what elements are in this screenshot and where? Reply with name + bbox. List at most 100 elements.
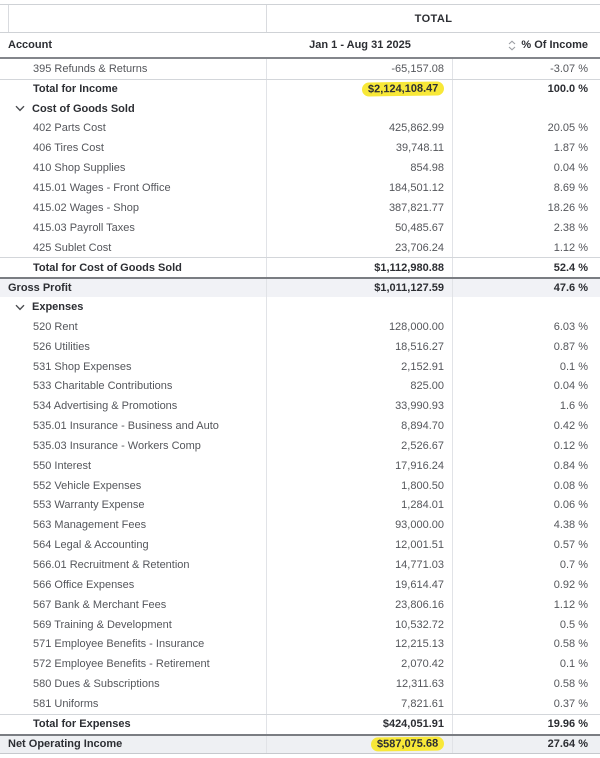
amount-value[interactable]: 2,152.91: [401, 360, 444, 373]
table-row[interactable]: 550 Interest 17,916.24 0.84 %: [0, 455, 600, 476]
table-row[interactable]: 572 Employee Benefits - Retirement 2,070…: [0, 654, 600, 675]
chevron-down-icon[interactable]: [15, 304, 25, 311]
amount-value[interactable]: 2,526.67: [401, 439, 444, 452]
amount-cell[interactable]: 19,614.47: [267, 574, 453, 595]
amount-cell[interactable]: [267, 297, 453, 317]
amount-cell[interactable]: $1,112,980.88: [267, 258, 453, 278]
table-row[interactable]: 406 Tires Cost 39,748.11 1.87 %: [0, 138, 600, 159]
amount-cell[interactable]: 39,748.11: [267, 138, 453, 159]
amount-cell[interactable]: 33,990.93: [267, 396, 453, 417]
amount-cell[interactable]: -65,157.08: [267, 59, 453, 79]
amount-cell[interactable]: 128,000.00: [267, 316, 453, 337]
table-row[interactable]: 410 Shop Supplies 854.98 0.04 %: [0, 158, 600, 179]
amount-value[interactable]: 1,800.50: [401, 479, 444, 492]
table-row[interactable]: 552 Vehicle Expenses 1,800.50 0.08 %: [0, 475, 600, 496]
amount-value[interactable]: 425,862.99: [388, 122, 444, 135]
amount-cell[interactable]: 854.98: [267, 158, 453, 179]
amount-cell[interactable]: 14,771.03: [267, 555, 453, 575]
table-row[interactable]: 425 Sublet Cost 23,706.24 1.12 %: [0, 237, 600, 258]
table-row[interactable]: 531 Shop Expenses 2,152.91 0.1 %: [0, 356, 600, 377]
amount-cell[interactable]: 12,215.13: [267, 634, 453, 655]
amount-cell[interactable]: 184,501.12: [267, 178, 453, 198]
amount-cell[interactable]: 10,532.72: [267, 614, 453, 635]
amount-cell[interactable]: 18,516.27: [267, 336, 453, 357]
table-row[interactable]: 526 Utilities 18,516.27 0.87 %: [0, 336, 600, 357]
amount-value[interactable]: 12,215.13: [395, 638, 444, 651]
chevron-down-icon[interactable]: [15, 105, 25, 112]
amount-value[interactable]: 387,821.77: [388, 201, 444, 214]
amount-value[interactable]: 23,706.24: [395, 241, 444, 254]
table-row[interactable]: 566 Office Expenses 19,614.47 0.92 %: [0, 574, 600, 595]
amount-value[interactable]: 17,916.24: [395, 459, 444, 472]
amount-cell[interactable]: [267, 98, 453, 119]
amount-cell[interactable]: 12,311.63: [267, 674, 453, 694]
amount-cell[interactable]: 93,000.00: [267, 515, 453, 536]
table-row[interactable]: 564 Legal & Accounting 12,001.51 0.57 %: [0, 535, 600, 556]
amount-value[interactable]: 184,501.12: [388, 181, 444, 194]
table-row[interactable]: 571 Employee Benefits - Insurance 12,215…: [0, 634, 600, 655]
amount-value[interactable]: 23,806.16: [395, 598, 444, 611]
amount-value[interactable]: 93,000.00: [395, 519, 444, 532]
amount-value[interactable]: -65,157.08: [391, 62, 444, 75]
amount-cell[interactable]: 12,001.51: [267, 535, 453, 556]
sort-icon[interactable]: [508, 39, 516, 51]
amount-value[interactable]: 1,284.01: [401, 499, 444, 512]
table-row[interactable]: 395 Refunds & Returns -65,157.08 -3.07 %: [0, 59, 600, 79]
amount-cell[interactable]: $2,124,108.47: [267, 79, 453, 99]
table-row[interactable]: 569 Training & Development 10,532.72 0.5…: [0, 614, 600, 635]
amount-cell[interactable]: 2,526.67: [267, 436, 453, 456]
amount-value[interactable]: 10,532.72: [395, 618, 444, 631]
amount-value[interactable]: $424,051.91: [382, 718, 444, 731]
amount-cell[interactable]: 17,916.24: [267, 455, 453, 476]
table-row[interactable]: 415.03 Payroll Taxes 50,485.67 2.38 %: [0, 217, 600, 238]
amount-value[interactable]: $587,075.68: [370, 736, 445, 752]
amount-cell[interactable]: 1,800.50: [267, 475, 453, 496]
amount-cell[interactable]: 7,821.61: [267, 694, 453, 714]
table-row[interactable]: 553 Warranty Expense 1,284.01 0.06 %: [0, 495, 600, 516]
table-row[interactable]: 402 Parts Cost 425,862.99 20.05 %: [0, 118, 600, 139]
table-row[interactable]: 563 Management Fees 93,000.00 4.38 %: [0, 515, 600, 536]
amount-value[interactable]: $2,124,108.47: [361, 81, 445, 97]
amount-value[interactable]: 2,070.42: [401, 658, 444, 671]
table-row[interactable]: 566.01 Recruitment & Retention 14,771.03…: [0, 555, 600, 575]
amount-value[interactable]: 7,821.61: [401, 697, 444, 710]
table-row[interactable]: 415.02 Wages - Shop 387,821.77 18.26 %: [0, 197, 600, 218]
table-row[interactable]: 520 Rent 128,000.00 6.03 %: [0, 316, 600, 337]
amount-value[interactable]: 19,614.47: [395, 578, 444, 591]
table-row[interactable]: 534 Advertising & Promotions 33,990.93 1…: [0, 396, 600, 417]
amount-cell[interactable]: 2,152.91: [267, 356, 453, 377]
amount-value[interactable]: 12,311.63: [395, 678, 444, 691]
amount-cell[interactable]: 8,894.70: [267, 416, 453, 437]
amount-cell[interactable]: 50,485.67: [267, 217, 453, 238]
amount-value[interactable]: $1,112,980.88: [374, 261, 444, 274]
amount-cell[interactable]: $1,011,127.59: [267, 279, 453, 298]
column-header-percent-of-income[interactable]: % Of Income: [453, 39, 600, 51]
amount-value[interactable]: 39,748.11: [395, 142, 444, 155]
table-row[interactable]: 535.01 Insurance - Business and Auto 8,8…: [0, 416, 600, 437]
table-row[interactable]: 533 Charitable Contributions 825.00 0.04…: [0, 376, 600, 397]
amount-value[interactable]: 33,990.93: [395, 400, 444, 413]
table-row[interactable]: 415.01 Wages - Front Office 184,501.12 8…: [0, 178, 600, 198]
table-row[interactable]: 535.03 Insurance - Workers Comp 2,526.67…: [0, 436, 600, 456]
amount-cell[interactable]: 2,070.42: [267, 654, 453, 675]
amount-value[interactable]: 12,001.51: [395, 539, 444, 552]
amount-value[interactable]: 128,000.00: [388, 320, 444, 333]
amount-value[interactable]: 18,516.27: [395, 340, 444, 353]
amount-cell[interactable]: 425,862.99: [267, 118, 453, 139]
amount-cell[interactable]: 825.00: [267, 376, 453, 397]
amount-cell[interactable]: $587,075.68: [267, 735, 453, 753]
table-row[interactable]: 581 Uniforms 7,821.61 0.37 %: [0, 694, 600, 714]
amount-value[interactable]: 14,771.03: [395, 559, 444, 572]
amount-value[interactable]: 50,485.67: [395, 221, 444, 234]
table-row[interactable]: 580 Dues & Subscriptions 12,311.63 0.58 …: [0, 674, 600, 694]
amount-cell[interactable]: 23,806.16: [267, 594, 453, 615]
amount-value[interactable]: 825.00: [410, 380, 444, 393]
amount-cell[interactable]: 387,821.77: [267, 197, 453, 218]
amount-value[interactable]: 854.98: [410, 162, 444, 175]
amount-cell[interactable]: $424,051.91: [267, 714, 453, 734]
amount-value[interactable]: 8,894.70: [401, 420, 444, 433]
amount-value[interactable]: $1,011,127.59: [374, 282, 444, 295]
amount-cell[interactable]: 23,706.24: [267, 237, 453, 258]
amount-cell[interactable]: 1,284.01: [267, 495, 453, 516]
table-row[interactable]: 567 Bank & Merchant Fees 23,806.16 1.12 …: [0, 594, 600, 615]
